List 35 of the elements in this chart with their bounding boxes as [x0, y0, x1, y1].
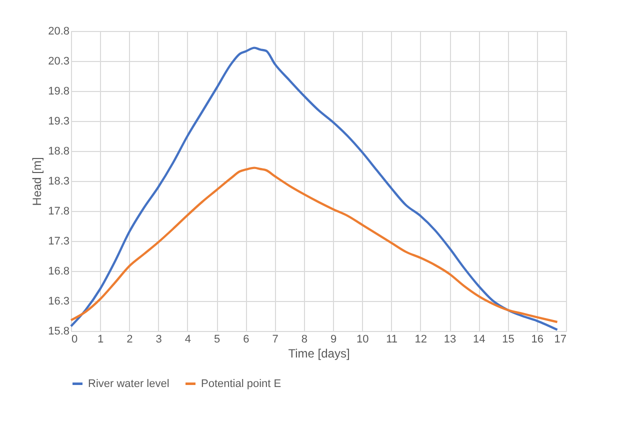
line-series: [70, 166, 558, 324]
y-axis-title: Head [m]: [30, 157, 44, 206]
x-tick-label: 0: [72, 334, 78, 346]
y-tick-label: 16.3: [48, 296, 70, 308]
x-tick-label: 11: [386, 334, 398, 346]
x-tick-label: 4: [184, 334, 192, 346]
line-series: [70, 46, 558, 331]
x-tick-label: 10: [356, 334, 369, 346]
x-tick-label: 7: [272, 334, 278, 346]
legend-label: Potential point E: [201, 378, 282, 390]
y-tick-label: 15.8: [48, 326, 70, 338]
legend-label: River water level: [88, 378, 170, 390]
y-tick-label: 17.8: [48, 206, 70, 218]
y-tick-label: 20.3: [48, 56, 70, 68]
y-tick-label: 19.8: [48, 86, 70, 98]
y-tick-label: 16.8: [48, 266, 70, 278]
x-tick-label: 13: [444, 334, 456, 346]
x-tick-label: 2: [126, 334, 133, 346]
y-tick-label: 17.3: [48, 236, 70, 248]
y-tick-label: 18.3: [48, 176, 70, 188]
x-tick-label: 17: [554, 334, 566, 346]
x-tick-label: 1: [98, 334, 104, 346]
y-tick-label: 20.8: [48, 26, 70, 38]
x-tick-label: 8: [301, 334, 308, 346]
x-tick-label: 14: [473, 334, 486, 346]
x-axis-title: Time [days]: [288, 346, 350, 360]
x-tick-label: 16: [531, 334, 544, 346]
x-tick-label: 6: [243, 334, 250, 346]
y-tick-label: 18.8: [48, 146, 70, 158]
x-tick-label: 12: [414, 334, 428, 346]
x-tick-label: 15: [502, 334, 514, 346]
y-tick-label: 19.3: [48, 116, 70, 128]
x-tick-label: 9: [330, 334, 337, 346]
x-tick-label: 5: [214, 334, 220, 346]
x-tick-label: 3: [156, 334, 162, 346]
